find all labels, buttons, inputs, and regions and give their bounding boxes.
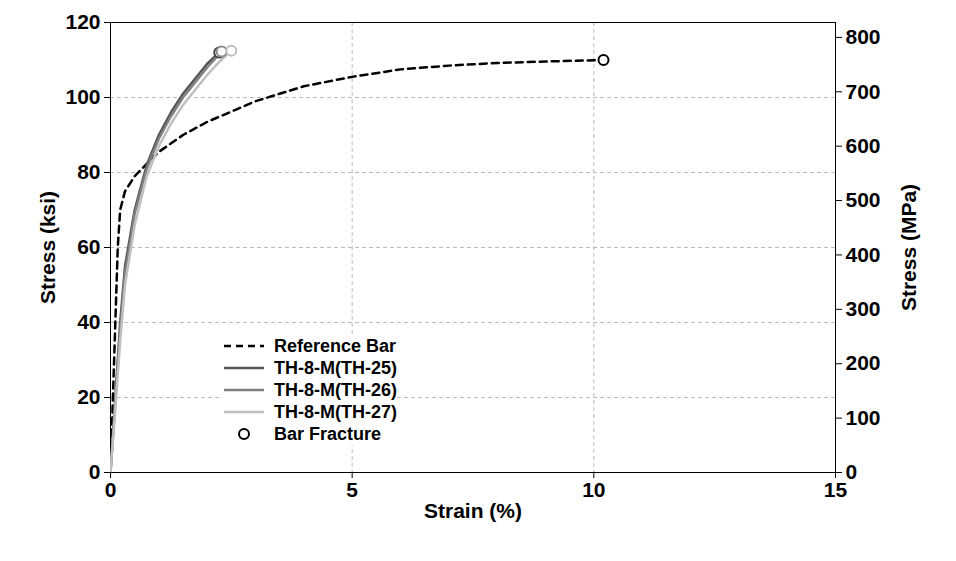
html-text:Reference Bar: Reference Bar xyxy=(274,335,397,356)
svg-text:Stress (MPa): Stress (MPa) xyxy=(897,184,920,311)
html-text:TH-8-M(TH-26): TH-8-M(TH-26) xyxy=(274,379,397,400)
svg-text:300: 300 xyxy=(846,297,881,320)
svg-text:120: 120 xyxy=(65,10,100,33)
svg-text:Stress (ksi): Stress (ksi) xyxy=(36,191,59,304)
svg-text:100: 100 xyxy=(846,406,881,429)
svg-text:10: 10 xyxy=(582,478,605,501)
svg-text:700: 700 xyxy=(846,79,881,102)
svg-text:40: 40 xyxy=(77,310,100,333)
svg-text:0: 0 xyxy=(89,460,101,483)
svg-text:0: 0 xyxy=(846,460,858,483)
svg-text:80: 80 xyxy=(77,160,100,183)
svg-text:60: 60 xyxy=(77,235,100,258)
svg-text:20: 20 xyxy=(77,385,100,408)
svg-text:200: 200 xyxy=(846,351,881,374)
svg-text:15: 15 xyxy=(824,478,848,501)
svg-text:Strain (%): Strain (%) xyxy=(424,499,522,522)
svg-text:600: 600 xyxy=(846,134,881,157)
html-text:TH-8-M(TH-27): TH-8-M(TH-27) xyxy=(274,401,397,422)
svg-text:500: 500 xyxy=(846,188,881,211)
svg-text:0: 0 xyxy=(105,478,117,501)
svg-text:800: 800 xyxy=(846,25,881,48)
svg-text:100: 100 xyxy=(65,85,100,108)
svg-text:400: 400 xyxy=(846,243,881,266)
svg-text:5: 5 xyxy=(346,478,358,501)
html-text:TH-8-M(TH-25): TH-8-M(TH-25) xyxy=(274,357,397,378)
html-text:Bar Fracture: Bar Fracture xyxy=(274,423,381,444)
